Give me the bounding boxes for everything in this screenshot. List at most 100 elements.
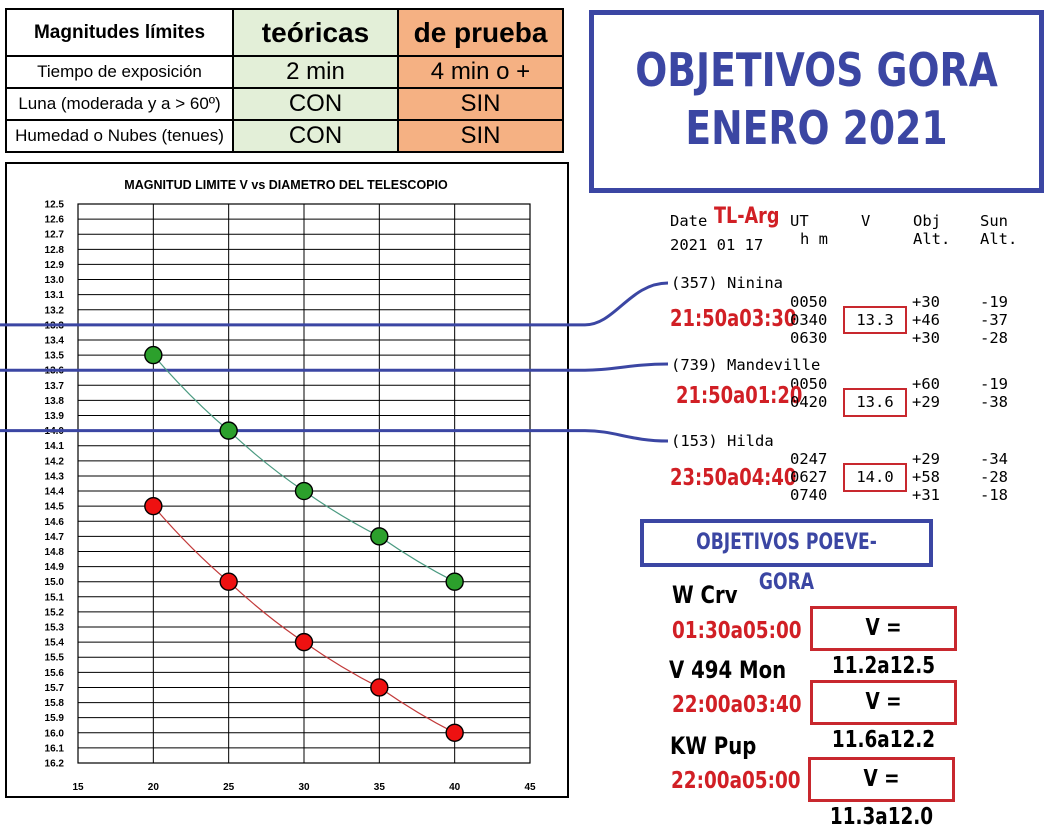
header-sun-alt: Alt. bbox=[980, 230, 1018, 248]
ut-time: 0050 bbox=[790, 293, 828, 311]
obj-alt: +31 bbox=[912, 486, 940, 504]
header-tl-arg: TL-Arg bbox=[714, 204, 780, 229]
obj-alt: +46 bbox=[912, 311, 940, 329]
y-tick-label: 15.7 bbox=[45, 683, 65, 694]
y-tick-label: 15.8 bbox=[45, 698, 65, 709]
y-tick-label: 12.5 bbox=[45, 200, 65, 211]
sun-alt: -37 bbox=[980, 311, 1008, 329]
title-box: OBJETIVOS GORA ENERO 2021 bbox=[589, 10, 1044, 193]
star-window: 22:00a03:40 bbox=[672, 692, 802, 718]
star-window: 01:30a05:00 bbox=[672, 618, 802, 644]
header-sun: Sun bbox=[980, 212, 1008, 230]
x-tick-label: 45 bbox=[524, 782, 536, 793]
limits-row-theoretical: CON bbox=[232, 87, 399, 121]
x-tick-label: 15 bbox=[72, 782, 84, 793]
data-point bbox=[219, 572, 238, 591]
data-point bbox=[294, 481, 314, 501]
magnitude-chart: MAGNITUD LIMITE V vs DIAMETRO DEL TELESC… bbox=[0, 178, 669, 794]
obj-alt: +58 bbox=[912, 468, 940, 486]
chart-grid: 12.512.612.712.812.913.013.113.213.313.4… bbox=[45, 200, 536, 794]
y-tick-label: 14.7 bbox=[45, 532, 65, 543]
y-tick-label: 14.4 bbox=[45, 487, 65, 498]
y-tick-label: 12.9 bbox=[45, 260, 65, 271]
y-tick-label: 15.3 bbox=[45, 623, 65, 634]
poeve-title-box: OBJETIVOS POEVE-GORA bbox=[640, 519, 933, 595]
object-name: (739) Mandeville bbox=[671, 356, 821, 374]
sun-alt: -19 bbox=[980, 375, 1008, 393]
x-tick-label: 30 bbox=[298, 782, 310, 793]
y-tick-label: 12.6 bbox=[45, 215, 65, 226]
header-obj: Obj bbox=[913, 212, 941, 230]
data-point bbox=[370, 527, 389, 546]
magnitude-box: 13.6 bbox=[843, 388, 907, 417]
y-tick-label: 13.4 bbox=[45, 335, 65, 346]
header-date-label: Date bbox=[670, 212, 708, 230]
y-tick-label: 13.9 bbox=[45, 411, 65, 422]
sun-alt: -19 bbox=[980, 293, 1008, 311]
star-range: V = 11.6a12.2 bbox=[831, 689, 936, 753]
sun-alt: -28 bbox=[980, 468, 1008, 486]
y-tick-label: 13.0 bbox=[45, 275, 65, 286]
ut-time: 0340 bbox=[790, 311, 828, 329]
y-tick-label: 14.1 bbox=[45, 441, 65, 452]
star-window: 22:00a05:00 bbox=[671, 768, 801, 794]
data-point bbox=[144, 345, 163, 365]
star-name: W Crv bbox=[672, 581, 738, 609]
y-tick-label: 14.3 bbox=[45, 471, 65, 482]
star-name: V 494 Mon bbox=[669, 656, 787, 684]
header-ut: UT bbox=[790, 212, 809, 230]
header-date-value: 2021 01 17 bbox=[670, 236, 764, 254]
magnitude-box: 14.0 bbox=[843, 463, 907, 492]
sun-alt: -18 bbox=[980, 486, 1008, 504]
ut-time: 0247 bbox=[790, 450, 828, 468]
reference-line bbox=[0, 362, 669, 372]
data-point bbox=[144, 496, 163, 516]
sun-alt: -38 bbox=[980, 393, 1008, 411]
chart-series bbox=[144, 345, 464, 742]
obj-alt: +30 bbox=[912, 293, 940, 311]
sun-alt: -34 bbox=[980, 450, 1008, 468]
y-tick-label: 15.6 bbox=[45, 668, 65, 679]
data-point bbox=[294, 632, 314, 652]
limits-row-label: Tiempo de exposición bbox=[5, 55, 234, 89]
ut-time: 0630 bbox=[790, 329, 828, 347]
limits-row-test: SIN bbox=[397, 119, 564, 153]
y-tick-label: 16.2 bbox=[45, 759, 65, 770]
x-tick-label: 35 bbox=[374, 782, 386, 793]
star-range-box: V = 11.2a12.5 bbox=[810, 606, 957, 679]
x-tick-label: 40 bbox=[449, 782, 461, 793]
reference-lines bbox=[0, 281, 669, 443]
obj-alt: +29 bbox=[912, 393, 940, 411]
reference-line bbox=[0, 429, 669, 443]
title-line-1: OBJETIVOS GORA bbox=[635, 43, 998, 97]
y-tick-label: 13.5 bbox=[45, 351, 65, 362]
y-tick-label: 13.7 bbox=[45, 381, 65, 392]
y-tick-label: 14.6 bbox=[45, 517, 65, 528]
reference-line bbox=[0, 281, 669, 327]
y-tick-label: 15.5 bbox=[45, 653, 65, 664]
ut-time: 0740 bbox=[790, 486, 828, 504]
y-tick-label: 13.2 bbox=[45, 305, 65, 316]
header-hm: h m bbox=[800, 230, 828, 248]
limits-row-theoretical: 2 min bbox=[232, 55, 399, 89]
plot-area-border bbox=[77, 203, 531, 764]
y-tick-label: 16.1 bbox=[45, 743, 65, 754]
y-tick-label: 14.5 bbox=[45, 502, 65, 513]
data-point bbox=[445, 723, 464, 742]
limits-header-label: Magnitudes límites bbox=[5, 8, 234, 57]
limits-row-theoretical: CON bbox=[232, 119, 399, 153]
ut-time: 0050 bbox=[790, 375, 828, 393]
poeve-title: OBJETIVOS POEVE-GORA bbox=[696, 530, 877, 595]
magnitude-box: 13.3 bbox=[843, 306, 907, 334]
y-tick-label: 15.9 bbox=[45, 713, 65, 724]
chart-frame bbox=[5, 162, 569, 798]
y-tick-label: 15.4 bbox=[45, 638, 65, 649]
y-tick-label: 12.8 bbox=[45, 245, 65, 256]
obj-alt: +29 bbox=[912, 450, 940, 468]
limits-row-test: SIN bbox=[397, 87, 564, 121]
y-tick-label: 12.7 bbox=[45, 230, 65, 241]
limits-header-theoretical: teóricas bbox=[232, 8, 399, 57]
limits-row-label: Humedad o Nubes (tenues) bbox=[5, 119, 234, 153]
star-range-box: V = 11.3a12.0 bbox=[808, 757, 955, 830]
time-window: 21:50a03:30 bbox=[670, 306, 797, 332]
